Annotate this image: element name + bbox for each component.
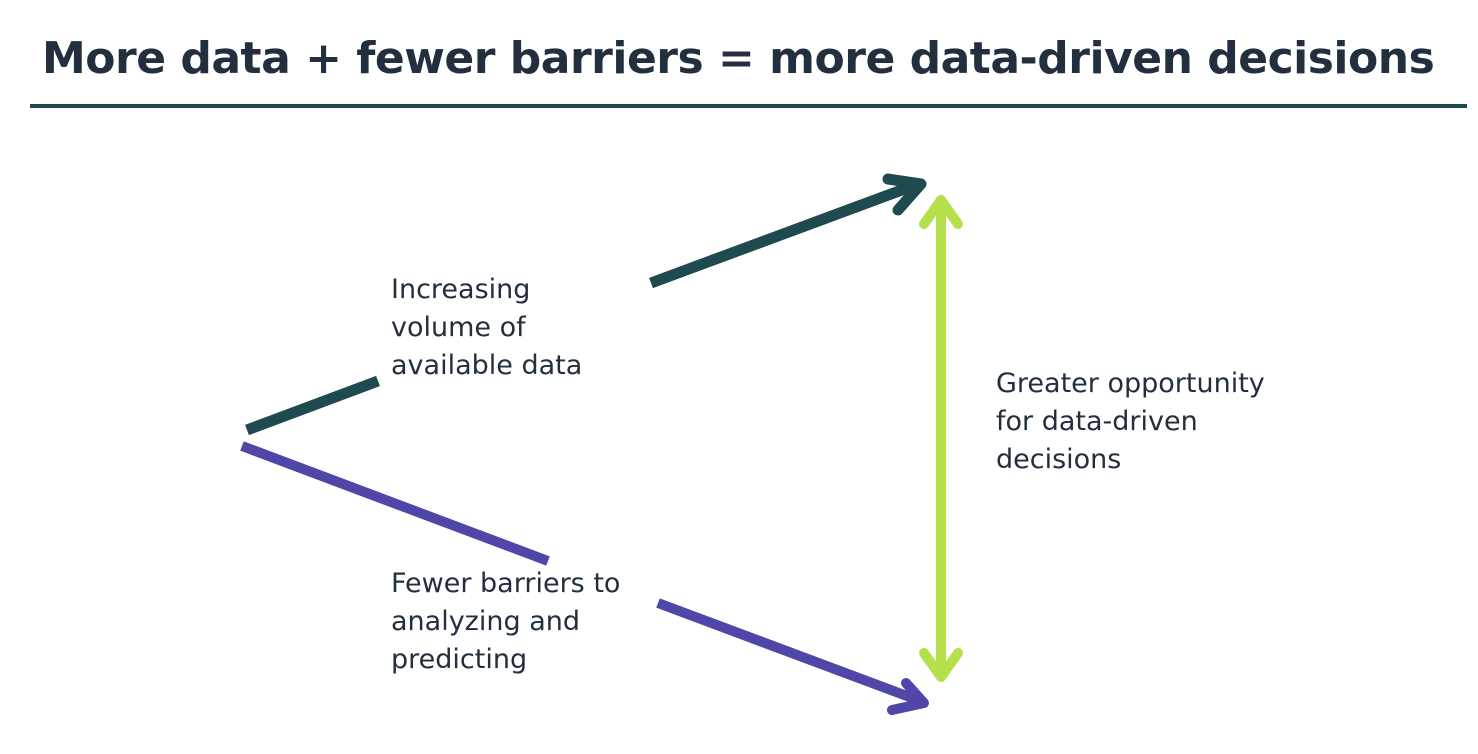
barriers-label: Fewer barriers to analyzing and predicti… xyxy=(391,565,620,679)
volume-label-line: available data xyxy=(391,350,583,381)
opportunity-label-line: Greater opportunity xyxy=(996,368,1265,399)
opportunity-label: Greater opportunity for data-driven deci… xyxy=(996,365,1265,479)
volume-arrow-lower-segment xyxy=(245,375,380,436)
barriers-arrow-upper-segment xyxy=(240,441,550,566)
opportunity-arrowhead-down-icon xyxy=(919,648,963,682)
title-divider xyxy=(30,104,1467,108)
opportunity-label-line: for data-driven xyxy=(996,406,1198,437)
barriers-label-line: Fewer barriers to xyxy=(391,568,621,599)
barriers-label-line: analyzing and xyxy=(391,606,580,637)
volume-arrow-upper-segment xyxy=(649,178,920,289)
opportunity-arrowhead-up-icon xyxy=(919,195,963,229)
barriers-arrow-lower-segment xyxy=(656,598,925,707)
volume-label-line: Increasing xyxy=(391,274,531,305)
barriers-arrowhead-icon xyxy=(887,678,929,715)
volume-label-line: volume of xyxy=(391,312,526,343)
barriers-label-line: predicting xyxy=(391,644,528,675)
opportunity-label-line: decisions xyxy=(996,444,1122,475)
volume-arrowhead-icon xyxy=(882,173,927,216)
page-title: More data + fewer barriers = more data-d… xyxy=(42,33,1435,84)
volume-label: Increasing volume of available data xyxy=(391,271,582,385)
